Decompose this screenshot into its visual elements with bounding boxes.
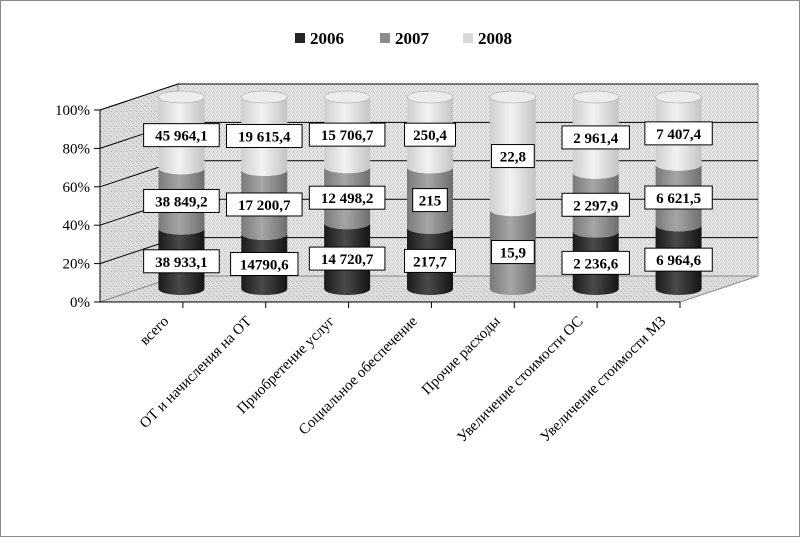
data-labels: 38 933,1 38 849,2 45 964,1 14790,6 17 200,7 1… — [143, 121, 713, 276]
data-label-2008: 15 706,7 — [321, 128, 374, 144]
legend-label-2008: 2008 — [478, 29, 512, 48]
data-label-2006: 2 236,6 — [573, 256, 619, 272]
bar-top-cap — [655, 90, 702, 104]
data-label-2006: 14790,6 — [240, 257, 289, 273]
bar-top-cap — [572, 90, 619, 104]
legend-swatch-2006 — [295, 33, 305, 43]
data-label-box — [561, 125, 630, 150]
data-label-box — [225, 192, 303, 217]
data-label-2008: 7 407,4 — [656, 127, 702, 143]
category-label: Прочие расходы — [419, 314, 504, 399]
data-label-box — [490, 240, 535, 265]
data-label-box — [143, 123, 220, 148]
data-label-box — [404, 248, 456, 273]
data-label-2007: 17 200,7 — [238, 198, 291, 214]
data-label-box — [644, 185, 713, 210]
data-label-2006: 217,7 — [413, 254, 447, 270]
data-label-2007: 38 849,2 — [155, 194, 208, 210]
data-label-2008: 22,8 — [500, 150, 526, 166]
legend: 2006 2007 2008 — [295, 29, 512, 48]
y-tick-label: 60% — [63, 180, 91, 196]
y-tick-label: 0% — [70, 295, 90, 311]
data-label-2008: 45 964,1 — [155, 129, 208, 145]
data-label-box — [644, 121, 713, 146]
legend-swatch-2008 — [463, 33, 473, 43]
data-label-box — [143, 249, 220, 274]
data-label-box — [308, 185, 386, 210]
data-label-box — [143, 188, 220, 213]
y-axis: 0% 20% 40% 60% 80% 100% — [55, 103, 680, 311]
data-label-2006: 38 933,1 — [155, 255, 208, 271]
category-label: всего — [137, 314, 172, 349]
data-label-box — [225, 123, 303, 148]
y-tick-label: 80% — [63, 141, 91, 157]
data-label-2007: 12 498,2 — [321, 191, 374, 207]
y-tick-label: 20% — [63, 257, 91, 273]
bar-top-cap — [241, 90, 288, 104]
data-label-box — [404, 122, 456, 147]
data-label-2007: 15,9 — [500, 246, 526, 262]
data-label-2007: 2 297,9 — [573, 198, 618, 214]
data-label-box — [561, 192, 630, 217]
legend-swatch-2007 — [380, 33, 390, 43]
data-label-2007: 215 — [419, 194, 442, 210]
bar-top-cap — [323, 90, 371, 104]
data-label-2006: 14 720,7 — [321, 252, 374, 268]
gridline — [99, 83, 758, 111]
data-label-2007: 6 621,5 — [656, 191, 701, 207]
data-label-2008: 250,4 — [413, 128, 447, 144]
data-label-box — [644, 247, 713, 272]
legend-label-2006: 2006 — [310, 29, 344, 48]
data-label-box — [412, 188, 448, 213]
data-label-box — [308, 122, 386, 147]
bar-top-cap — [489, 90, 537, 104]
bar-top-cap — [158, 90, 205, 104]
data-label-box — [561, 250, 630, 275]
data-label-2008: 2 961,4 — [573, 131, 619, 147]
data-label-2006: 6 964,6 — [656, 253, 702, 269]
data-label-2008: 19 615,4 — [238, 129, 291, 145]
data-label-box — [490, 144, 535, 169]
legend-label-2007: 2007 — [395, 29, 430, 48]
y-tick-label: 100% — [55, 103, 90, 119]
data-label-box — [308, 246, 386, 271]
y-tick-label: 40% — [63, 218, 91, 234]
data-label-box — [230, 251, 299, 276]
bar-top-cap — [406, 90, 454, 104]
